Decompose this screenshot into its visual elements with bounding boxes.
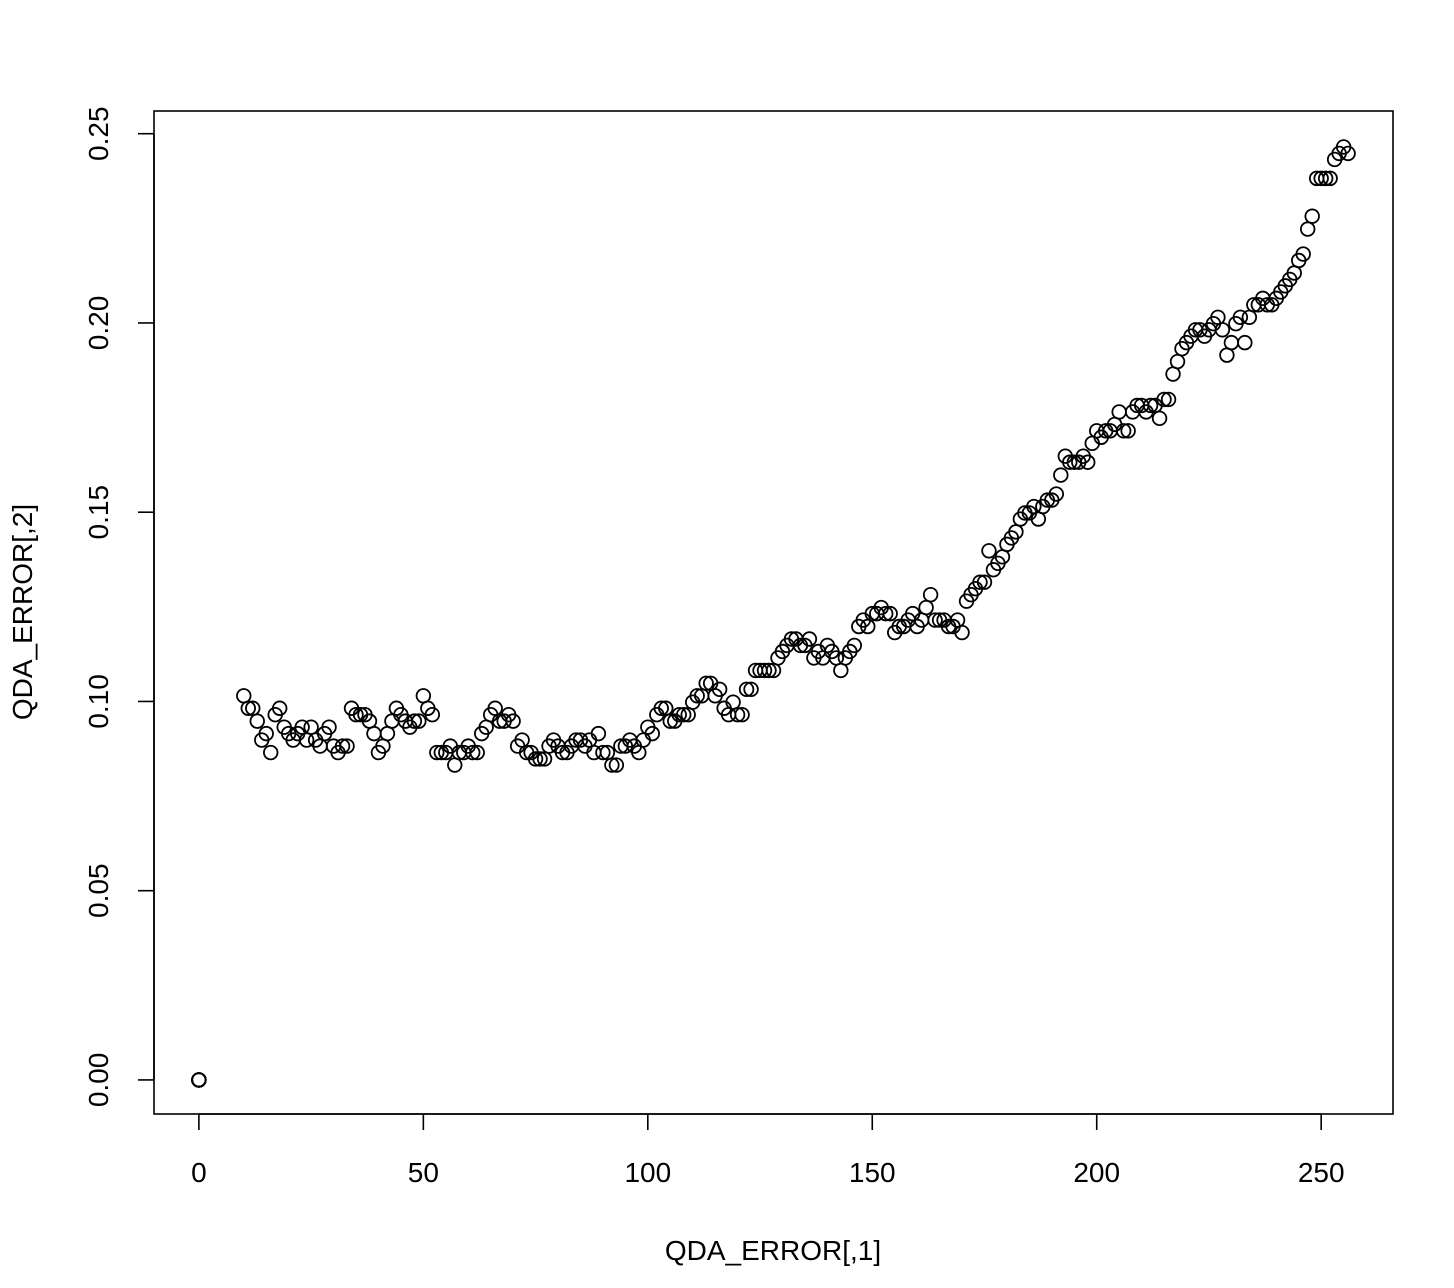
data-point [505,713,521,729]
data-point [833,662,849,679]
plot-frame [153,110,1394,1115]
data-point [236,688,252,704]
y-tick-label: 0.20 [83,296,114,351]
data-point [738,681,755,698]
y-axis: 0.00 0.05 0.10 0.15 0.20 0.25 [83,106,155,1108]
data-point [415,688,432,704]
data-point [671,706,687,723]
data-point [689,688,705,704]
data-point [927,612,943,628]
y-axis-label: QDA_ERROR[,2] [7,504,38,720]
data-point [922,587,939,603]
data-point [447,757,463,773]
data-point [801,631,818,647]
data-point [734,706,750,723]
data-point [756,662,773,679]
data-point [1317,170,1334,187]
data-point [1156,391,1172,408]
data-point [1169,353,1186,370]
data-point [1115,423,1132,439]
data-point [1313,170,1329,187]
data-point [1241,309,1258,325]
data-point [321,719,337,735]
data-point [743,681,759,698]
data-point [527,751,544,767]
data-point [271,700,288,716]
data-point [1304,208,1320,224]
data-point [1048,486,1065,502]
data-point [429,744,445,761]
data-point [1295,246,1311,262]
data-point [711,681,728,698]
data-point [918,599,934,616]
y-tick-label: 0.05 [83,863,114,918]
data-point [972,574,988,590]
data-point [303,719,319,735]
data-point [590,725,607,742]
data-point [653,700,669,716]
data-point [348,706,364,723]
x-tick-label: 250 [1298,1157,1345,1188]
data-point [263,744,279,761]
data-point [1300,221,1316,237]
data-point [608,757,625,773]
data-point [191,1072,207,1088]
data-point [339,738,355,754]
data-point [1111,404,1127,420]
data-point [1232,309,1249,325]
data-points [191,139,1356,1088]
y-tick-label: 0.15 [83,485,114,540]
y-tick-label: 0.25 [83,106,114,161]
x-tick-label: 200 [1073,1157,1120,1188]
x-axis: 0 50 100 150 200 250 [191,1113,1345,1188]
data-point [1120,423,1136,439]
data-point [334,738,351,754]
data-point [1340,145,1356,162]
data-point [411,713,427,729]
data-point [1160,391,1177,408]
data-point [846,637,863,654]
data-point [366,725,382,742]
data-point [1165,366,1181,382]
data-point [644,725,660,742]
data-point [379,725,396,742]
data-point [532,751,548,767]
data-point [469,744,485,761]
data-point [406,713,423,729]
data-point [1062,454,1078,470]
x-tick-label: 0 [191,1157,207,1188]
data-point [1151,410,1168,427]
x-tick-label: 150 [849,1157,896,1188]
data-point [1214,322,1231,338]
data-point [604,757,620,773]
x-tick-label: 100 [624,1157,671,1188]
data-point [676,706,692,723]
data-point [981,543,997,559]
x-axis-label: QDA_ERROR[,1] [665,1235,881,1266]
data-point [424,706,441,723]
data-point [882,605,898,622]
x-tick-label: 50 [408,1157,439,1188]
data-point [1080,454,1096,470]
data-point [761,662,777,679]
y-tick-label: 0.00 [83,1053,114,1108]
data-point [976,574,993,590]
data-point [1219,347,1235,363]
data-point [698,675,714,691]
data-point [595,744,611,761]
data-point [1223,334,1240,351]
data-point [878,605,894,622]
data-point [258,725,274,742]
data-point [465,744,481,761]
data-point [240,700,256,716]
data-point [1237,334,1253,351]
data-point [729,706,746,723]
data-point [1142,397,1159,414]
data-point [954,624,970,641]
data-point [1322,170,1338,187]
y-tick-label: 0.10 [83,674,114,729]
data-point [249,713,265,729]
data-point [1053,467,1069,483]
